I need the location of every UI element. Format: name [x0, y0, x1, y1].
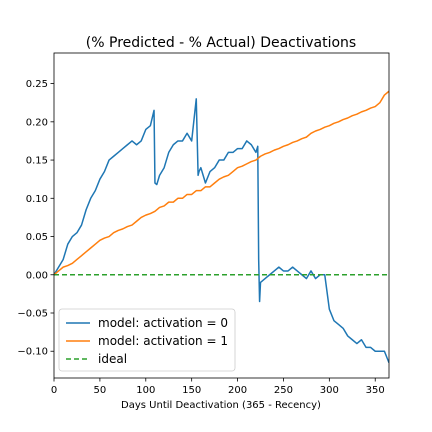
x-tick-label: 200	[228, 385, 247, 396]
x-tick-label: 250	[274, 385, 293, 396]
legend-box	[58, 308, 236, 372]
x-tick-label: 300	[320, 385, 339, 396]
x-tick-label: 100	[136, 385, 155, 396]
y-tick-label: 0.20	[26, 117, 48, 128]
y-tick-label: 0.25	[26, 79, 48, 90]
x-tick-label: 0	[51, 385, 57, 396]
legend-label-series-2: ideal	[98, 352, 127, 366]
x-tick-label: 350	[366, 385, 385, 396]
x-tick-label: 50	[94, 385, 107, 396]
x-axis: 0 50 100 150 200 250 300 350	[51, 378, 385, 396]
series-line-0	[54, 98, 389, 363]
x-axis-label: Days Until Deactivation (365 - Recency)	[121, 400, 321, 411]
y-tick-label: 0.05	[26, 232, 48, 243]
x-tick-label: 150	[182, 385, 201, 396]
chart-title: (% Predicted - % Actual) Deactivations	[86, 35, 356, 51]
plot-frame	[53, 52, 390, 379]
legend-label-series-0: model: activation = 0	[98, 316, 228, 330]
y-tick-label: −0.05	[17, 309, 48, 320]
y-tick-label: 0.00	[26, 270, 48, 281]
legend: model: activation = 0 model: activation …	[58, 308, 236, 372]
y-tick-label: −0.10	[17, 347, 48, 358]
legend-label-series-1: model: activation = 1	[98, 334, 228, 348]
y-tick-label: 0.10	[26, 194, 48, 205]
y-axis: −0.10 −0.05 0.00 0.05 0.10 0.15 0.20 0.25	[17, 79, 54, 358]
y-tick-label: 0.15	[26, 156, 48, 167]
series-layer	[54, 90, 389, 363]
series-line-1	[54, 90, 389, 276]
